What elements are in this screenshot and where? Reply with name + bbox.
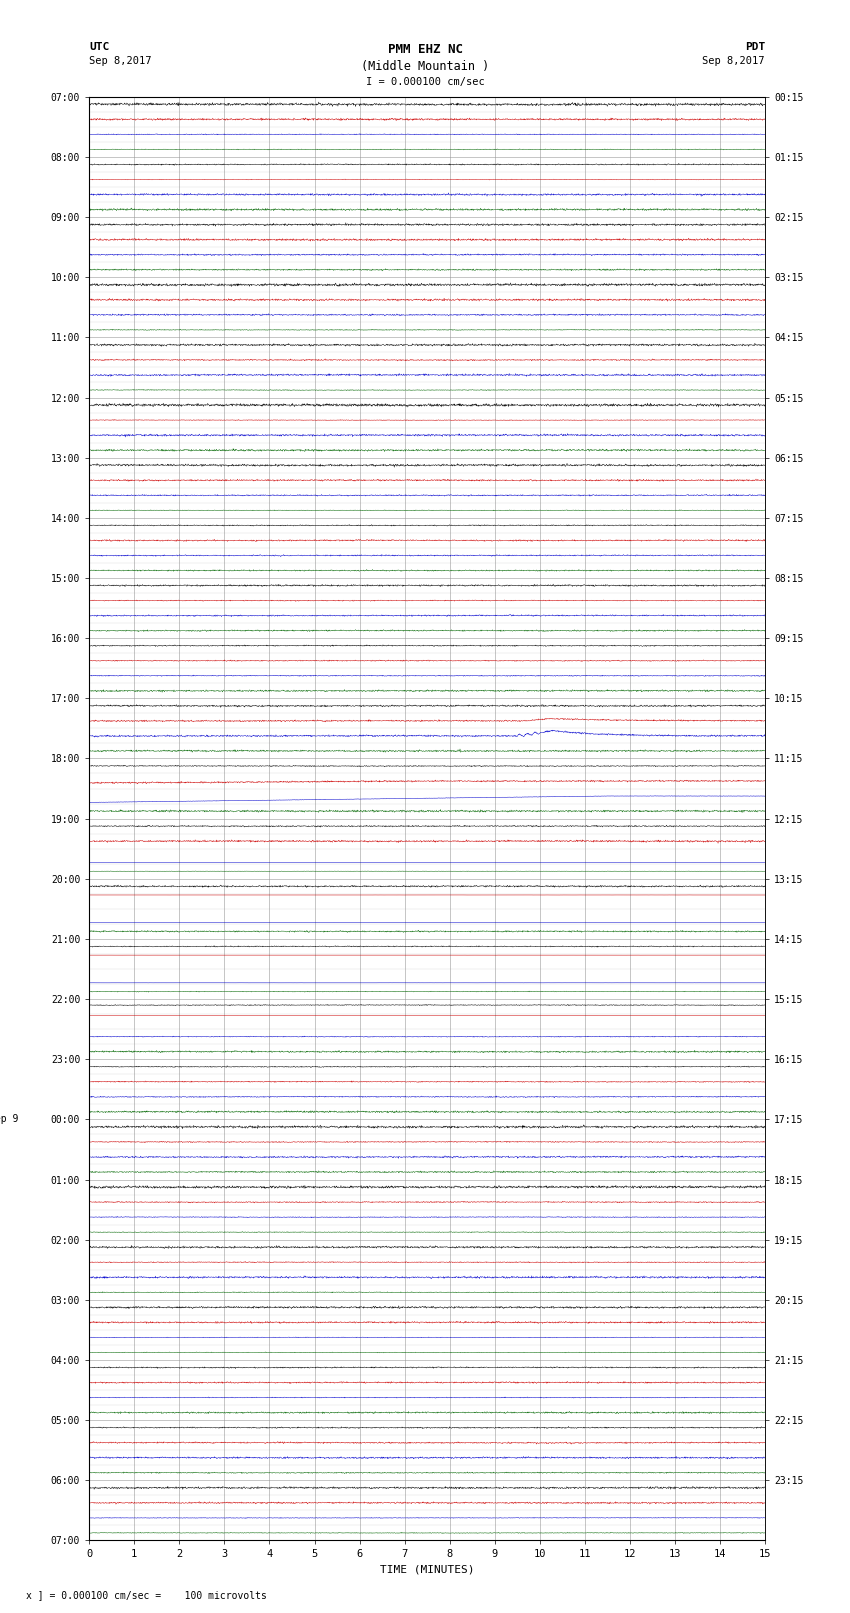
Text: PDT: PDT: [745, 42, 765, 52]
Text: Sep 8,2017: Sep 8,2017: [702, 56, 765, 66]
X-axis label: TIME (MINUTES): TIME (MINUTES): [380, 1565, 474, 1574]
Text: (Middle Mountain ): (Middle Mountain ): [361, 60, 489, 73]
Text: Sep 8,2017: Sep 8,2017: [89, 56, 152, 66]
Text: Sep 9: Sep 9: [0, 1115, 19, 1124]
Text: I = 0.000100 cm/sec: I = 0.000100 cm/sec: [366, 77, 484, 87]
Text: PMM EHZ NC: PMM EHZ NC: [388, 44, 462, 56]
Text: x ] = 0.000100 cm/sec =    100 microvolts: x ] = 0.000100 cm/sec = 100 microvolts: [26, 1590, 266, 1600]
Text: UTC: UTC: [89, 42, 110, 52]
